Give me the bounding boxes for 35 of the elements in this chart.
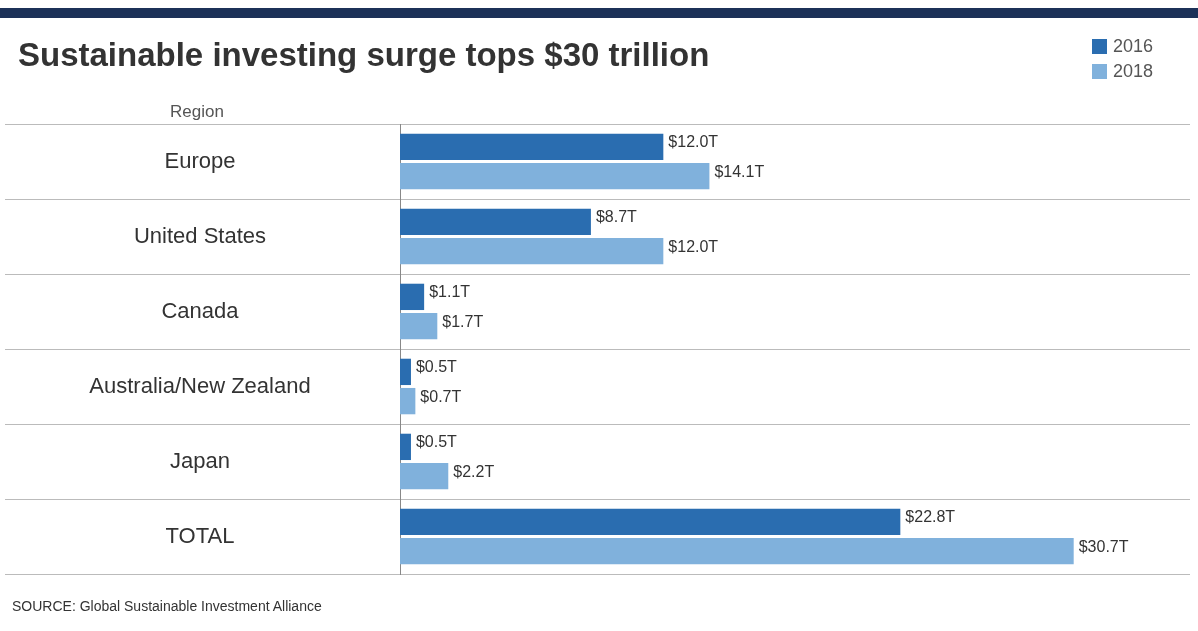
y-tick-label: Japan [170, 447, 230, 473]
data-label: $8.7T [595, 208, 638, 226]
data-label: $1.1T [429, 283, 471, 301]
y-tick-label: Canada [161, 297, 240, 323]
y-tick-label: TOTAL [165, 522, 235, 548]
bar [400, 387, 416, 415]
bar [400, 508, 901, 536]
chart-title: Sustainable investing surge tops $30 trillion [18, 36, 710, 74]
legend-label: 2016 [1113, 36, 1154, 57]
bar [400, 237, 664, 265]
bar [400, 462, 449, 490]
data-label: $12.0T [668, 237, 719, 255]
bar [400, 162, 710, 190]
bar [400, 133, 664, 161]
bar [400, 537, 1074, 565]
bar [400, 208, 591, 236]
y-tick-label: Europe [164, 147, 236, 173]
bar [400, 283, 425, 311]
bar [400, 358, 411, 386]
source-note: SOURCE: Global Sustainable Investment Alliance [12, 598, 322, 614]
data-label: $0.5T [415, 433, 458, 451]
data-label: $0.7T [420, 387, 462, 405]
data-label: $2.2T [453, 462, 495, 480]
y-axis-title: Region [170, 102, 224, 122]
y-tick-label: United States [133, 222, 267, 248]
data-label: $12.0T [668, 133, 719, 151]
data-label: $22.8T [905, 508, 956, 526]
data-label: $30.7T [1078, 537, 1129, 555]
data-label: $0.5T [415, 358, 458, 376]
y-tick-label: Australia/New Zealand [89, 372, 311, 398]
bar [400, 433, 411, 461]
bar [400, 312, 438, 340]
legend-label: 2018 [1113, 61, 1154, 82]
data-label: $14.1T [714, 162, 765, 180]
data-label: $1.7T [442, 312, 484, 330]
